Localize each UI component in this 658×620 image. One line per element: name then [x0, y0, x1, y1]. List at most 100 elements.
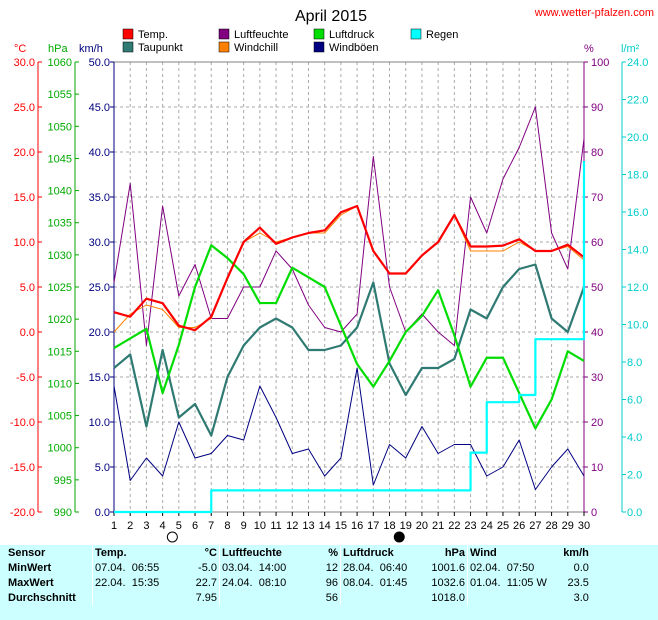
stats-value: 96 [325, 576, 338, 589]
stats-header-wind: Wind [466, 545, 549, 560]
x-axis-tick-label: 2 [127, 520, 133, 532]
kmh-axis-tick-label: 20.0 [89, 327, 110, 339]
x-axis-tick-label: 9 [241, 520, 247, 532]
x-axis-tick-label: 10 [254, 520, 266, 532]
weather-chart: April 2015 www.wetter-pfalzen.com Temp.T… [10, 7, 654, 543]
legend-swatch-gust [313, 41, 325, 53]
series-line-temp [113, 204, 585, 332]
pct-axis-tick-label: 100 [591, 57, 609, 69]
series-line-hum [113, 106, 585, 346]
legend-swatch-rain [410, 28, 422, 40]
x-axis-tick-label: 18 [383, 520, 395, 532]
pct-axis-tick-label: 30 [591, 372, 603, 384]
series-line-dew [113, 263, 586, 437]
x-axis-tick-label: 11 [270, 520, 281, 532]
legend-label-pressure: Luftdruck [329, 29, 375, 41]
x-axis-tick-label: 17 [367, 520, 379, 532]
lm2-axis-tick-label: 20.0 [627, 132, 648, 144]
lm2-axis-tick-label: 22.0 [627, 95, 648, 107]
legend-swatch-windchill [218, 41, 230, 53]
celsius-axis-tick-label: -20.0 [10, 507, 35, 519]
x-axis-tick-label: 13 [302, 520, 314, 532]
kmh-axis-tick-label: 0.0 [95, 507, 110, 519]
hpa-axis-tick-label: 1025 [48, 282, 72, 294]
lm2-axis-tick-label: 14.0 [627, 245, 648, 257]
lm2-axis-tick-label: 2.0 [627, 470, 642, 482]
kmh-axis-tick-label: 30.0 [89, 237, 110, 249]
celsius-axis-tick-label: 5.0 [20, 282, 35, 294]
legend-label-dew: Taupunkt [138, 42, 183, 54]
x-axis-tick-label: 3 [143, 520, 149, 532]
grid [113, 61, 585, 513]
stats-row-label: MinWert [8, 561, 52, 574]
pct-axis-title: % [584, 43, 594, 55]
x-axis-tick-label: 1 [111, 520, 117, 532]
stats-value: 12 [325, 561, 338, 574]
stats-cell [466, 590, 549, 605]
pct-axis-tick-label: 70 [591, 192, 603, 204]
x-axis-tick-label: 28 [545, 520, 557, 532]
stats-value: 1018.0 [431, 591, 465, 604]
celsius-axis-tick-label: 30.0 [14, 57, 35, 69]
stats-cell: 07.04. 06:55 [92, 560, 181, 575]
celsius-axis-tick-label: 20.0 [14, 147, 35, 159]
stats-row-label: MaxWert [8, 576, 54, 589]
stats-value: 1001.6 [431, 561, 465, 574]
pct-axis-tick-label: 90 [591, 102, 603, 114]
kmh-axis-tick-label: 50.0 [89, 57, 110, 69]
hpa-axis-tick-label: 1045 [48, 153, 72, 165]
kmh-axis-tick-label: 40.0 [89, 147, 110, 159]
stats-cell: 08.04. 01:45 [340, 575, 425, 590]
stats-cell: 01.04. 11:05 W [466, 575, 549, 590]
kmh-axis-tick-label: 15.0 [89, 372, 110, 384]
x-axis-tick-label: 7 [208, 520, 214, 532]
x-axis-tick-label: 22 [448, 520, 460, 532]
stats-row-min: MinWert 07.04. 06:55 -5.0 03.04. 14:00 1… [0, 560, 591, 575]
hpa-axis-tick-label: 1060 [48, 57, 72, 69]
lm2-axis-title: l/m² [621, 43, 640, 55]
pct-axis-tick-label: 60 [591, 237, 603, 249]
lm2-axis-tick-label: 8.0 [627, 357, 642, 369]
site-url: www.wetter-pfalzen.com [534, 7, 654, 19]
kmh-axis-tick-label: 45.0 [89, 102, 110, 114]
pct-axis-tick-label: 20 [591, 417, 603, 429]
legend-label-hum: Luftfeuchte [234, 29, 288, 41]
lm2-axis-tick-label: 0.0 [627, 507, 642, 519]
stats-cell: 24.04. 08:10 [219, 575, 308, 590]
hpa-axis-tick-label: 1030 [48, 250, 72, 262]
hpa-axis-tick-label: 990 [54, 507, 72, 519]
stats-row-avg: Durchschnitt 7.95 56 1018.0 3.0 [0, 590, 591, 605]
full-moon-icon [166, 531, 178, 543]
stats-value: 1032.6 [431, 576, 465, 589]
hpa-axis-tick-label: 1035 [48, 218, 72, 230]
hpa-axis-tick-label: 1015 [48, 346, 72, 358]
x-axis-tick-label: 21 [432, 520, 444, 532]
celsius-axis-title: °C [14, 43, 26, 55]
lm2-axis-tick-label: 18.0 [627, 170, 648, 182]
stats-header-temp-unit: °C [204, 546, 217, 559]
chart-title: April 2015 [295, 8, 367, 25]
stats-cell: 02.04. 07:50 [466, 560, 549, 575]
stats-cell [219, 590, 308, 605]
kmh-axis-tick-label: 10.0 [89, 417, 110, 429]
hpa-axis-tick-label: 1020 [48, 314, 72, 326]
series-line-gust [113, 367, 585, 490]
pct-axis-tick-label: 10 [591, 462, 603, 474]
lm2-axis-tick-label: 6.0 [627, 395, 642, 407]
legend-label-rain: Regen [426, 29, 458, 41]
celsius-axis-tick-label: 10.0 [14, 237, 35, 249]
x-axis-tick-label: 5 [176, 520, 182, 532]
lm2-axis-tick-label: 4.0 [627, 432, 642, 444]
stats-header-press-unit: hPa [444, 546, 465, 559]
x-axis-tick-label: 29 [562, 520, 574, 532]
pct-axis-tick-label: 40 [591, 327, 603, 339]
x-axis-tick-label: 8 [224, 520, 230, 532]
stats-cell: 03.04. 14:00 [219, 560, 308, 575]
stats-value: 56 [325, 591, 338, 604]
lm2-axis-tick-label: 10.0 [627, 320, 648, 332]
hpa-axis-tick-label: 1005 [48, 411, 72, 423]
stats-value: 7.95 [195, 591, 217, 604]
celsius-axis-tick-label: -15.0 [10, 462, 35, 474]
stats-row-max: MaxWert 22.04. 15:35 22.7 24.04. 08:10 9… [0, 575, 591, 590]
x-axis-tick-label: 23 [464, 520, 476, 532]
